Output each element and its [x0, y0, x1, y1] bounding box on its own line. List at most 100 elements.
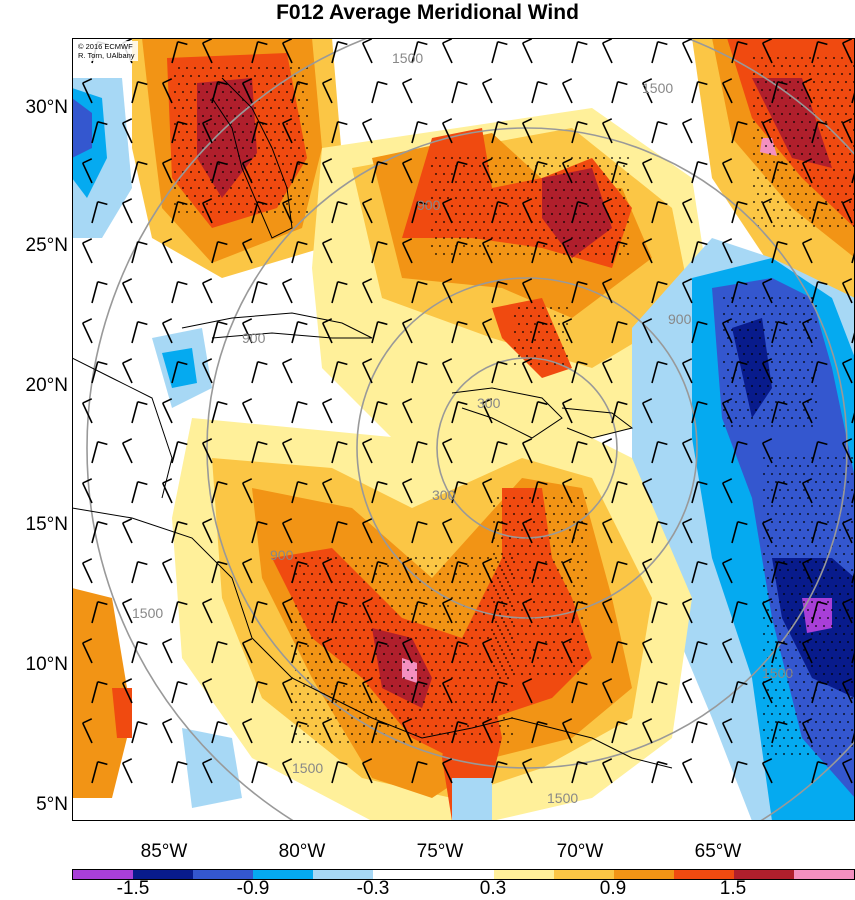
- stipple-dot: [771, 681, 773, 683]
- stipple-dot: [833, 169, 835, 171]
- wind-barb: [641, 318, 653, 344]
- stipple-dot: [571, 253, 573, 255]
- colorbar-swatch: [73, 870, 134, 879]
- range-ring-label: 1500: [292, 760, 323, 776]
- stipple-dot: [286, 75, 288, 77]
- stipple-dot: [781, 209, 783, 211]
- stipple-dot: [603, 189, 605, 191]
- stipple-dot: [827, 489, 829, 491]
- stipple-dot: [743, 337, 745, 339]
- stipple-dot: [509, 521, 511, 523]
- stipple-dot: [767, 673, 769, 675]
- stipple-dot: [319, 621, 321, 623]
- stipple-dot: [505, 673, 507, 675]
- stipple-dot: [779, 457, 781, 459]
- stipple-dot: [821, 145, 823, 147]
- wind-barb: [321, 318, 333, 344]
- stipple-dot: [843, 457, 845, 459]
- stipple-dot: [186, 131, 188, 133]
- stipple-dot: [553, 593, 555, 595]
- stipple-dot: [783, 577, 785, 579]
- wind-barb: [131, 560, 148, 584]
- stipple-dot: [511, 589, 513, 591]
- stipple-dot: [591, 229, 593, 231]
- stipple-dot: [399, 557, 401, 559]
- wind-barb: [411, 200, 428, 224]
- stipple-dot: [335, 637, 337, 639]
- stipple-dot: [547, 221, 549, 223]
- stipple-dot: [563, 157, 565, 159]
- stipple-dot: [599, 165, 601, 167]
- stipple-dot: [759, 321, 761, 323]
- stipple-dot: [577, 673, 579, 675]
- stipple-dot: [825, 169, 827, 171]
- colorbar-swatch: [673, 870, 734, 879]
- stipple-dot: [299, 629, 301, 631]
- stipple-dot: [809, 153, 811, 155]
- stipple-dot: [827, 521, 829, 523]
- stipple-dot: [525, 553, 527, 555]
- stipple-dot: [619, 205, 621, 207]
- stipple-dot: [534, 307, 536, 309]
- stipple-dot: [793, 73, 795, 75]
- stipple-dot: [599, 229, 601, 231]
- stipple-dot: [347, 565, 349, 567]
- stipple-dot: [799, 577, 801, 579]
- stipple-dot: [559, 181, 561, 183]
- stipple-dot: [282, 195, 284, 197]
- stipple-dot: [467, 581, 469, 583]
- stipple-dot: [549, 665, 551, 667]
- stipple-dot: [522, 347, 524, 349]
- stipple-dot: [387, 645, 389, 647]
- stipple-dot: [553, 577, 555, 579]
- stipple-dot: [751, 337, 753, 339]
- stipple-dot: [403, 613, 405, 615]
- stipple-dot: [833, 201, 835, 203]
- stipple-dot: [290, 195, 292, 197]
- stipple-dot: [835, 585, 837, 587]
- stipple-dot: [561, 657, 563, 659]
- stipple-dot: [525, 665, 527, 667]
- wind-barb: [841, 438, 853, 464]
- stipple-dot: [335, 557, 337, 559]
- stipple-dot: [351, 557, 353, 559]
- stipple-dot: [423, 621, 425, 623]
- stipple-dot: [723, 345, 725, 347]
- stipple-dot: [803, 505, 805, 507]
- stipple-dot: [298, 67, 300, 69]
- stipple-dot: [210, 147, 212, 149]
- stipple-dot: [627, 189, 629, 191]
- stipple-dot: [557, 649, 559, 651]
- stipple-dot: [783, 705, 785, 707]
- stipple-dot: [815, 353, 817, 355]
- stipple-dot: [363, 677, 365, 679]
- stipple-dot: [522, 315, 524, 317]
- wind-barb: [651, 200, 668, 224]
- stipple-dot: [282, 147, 284, 149]
- map-panel[interactable]: 300 300 900 900 900 900 1500 1500 1500 1500 1500 15…: [72, 38, 855, 821]
- stipple-dot: [395, 693, 397, 695]
- stipple-dot: [755, 329, 757, 331]
- stipple-dot: [526, 323, 528, 325]
- stipple-dot: [339, 645, 341, 647]
- stipple-dot: [451, 709, 453, 711]
- wind-barb: [761, 678, 773, 704]
- stipple-dot: [553, 625, 555, 627]
- wind-barb: [211, 720, 228, 744]
- wind-barb: [801, 638, 813, 664]
- stipple-dot: [495, 701, 497, 703]
- wind-barb: [691, 320, 708, 344]
- stipple-dot: [471, 589, 473, 591]
- stipple-dot: [815, 721, 817, 723]
- stipple-dot: [509, 649, 511, 651]
- stipple-dot: [467, 613, 469, 615]
- wind-barb: [211, 400, 228, 424]
- stipple-dot: [767, 337, 769, 339]
- stipple-dot: [791, 465, 793, 467]
- stipple-dot: [767, 593, 769, 595]
- stipple-dot: [751, 401, 753, 403]
- stipple-dot: [809, 137, 811, 139]
- stipple-dot: [286, 139, 288, 141]
- stipple-dot: [529, 609, 531, 611]
- stipple-dot: [463, 717, 465, 719]
